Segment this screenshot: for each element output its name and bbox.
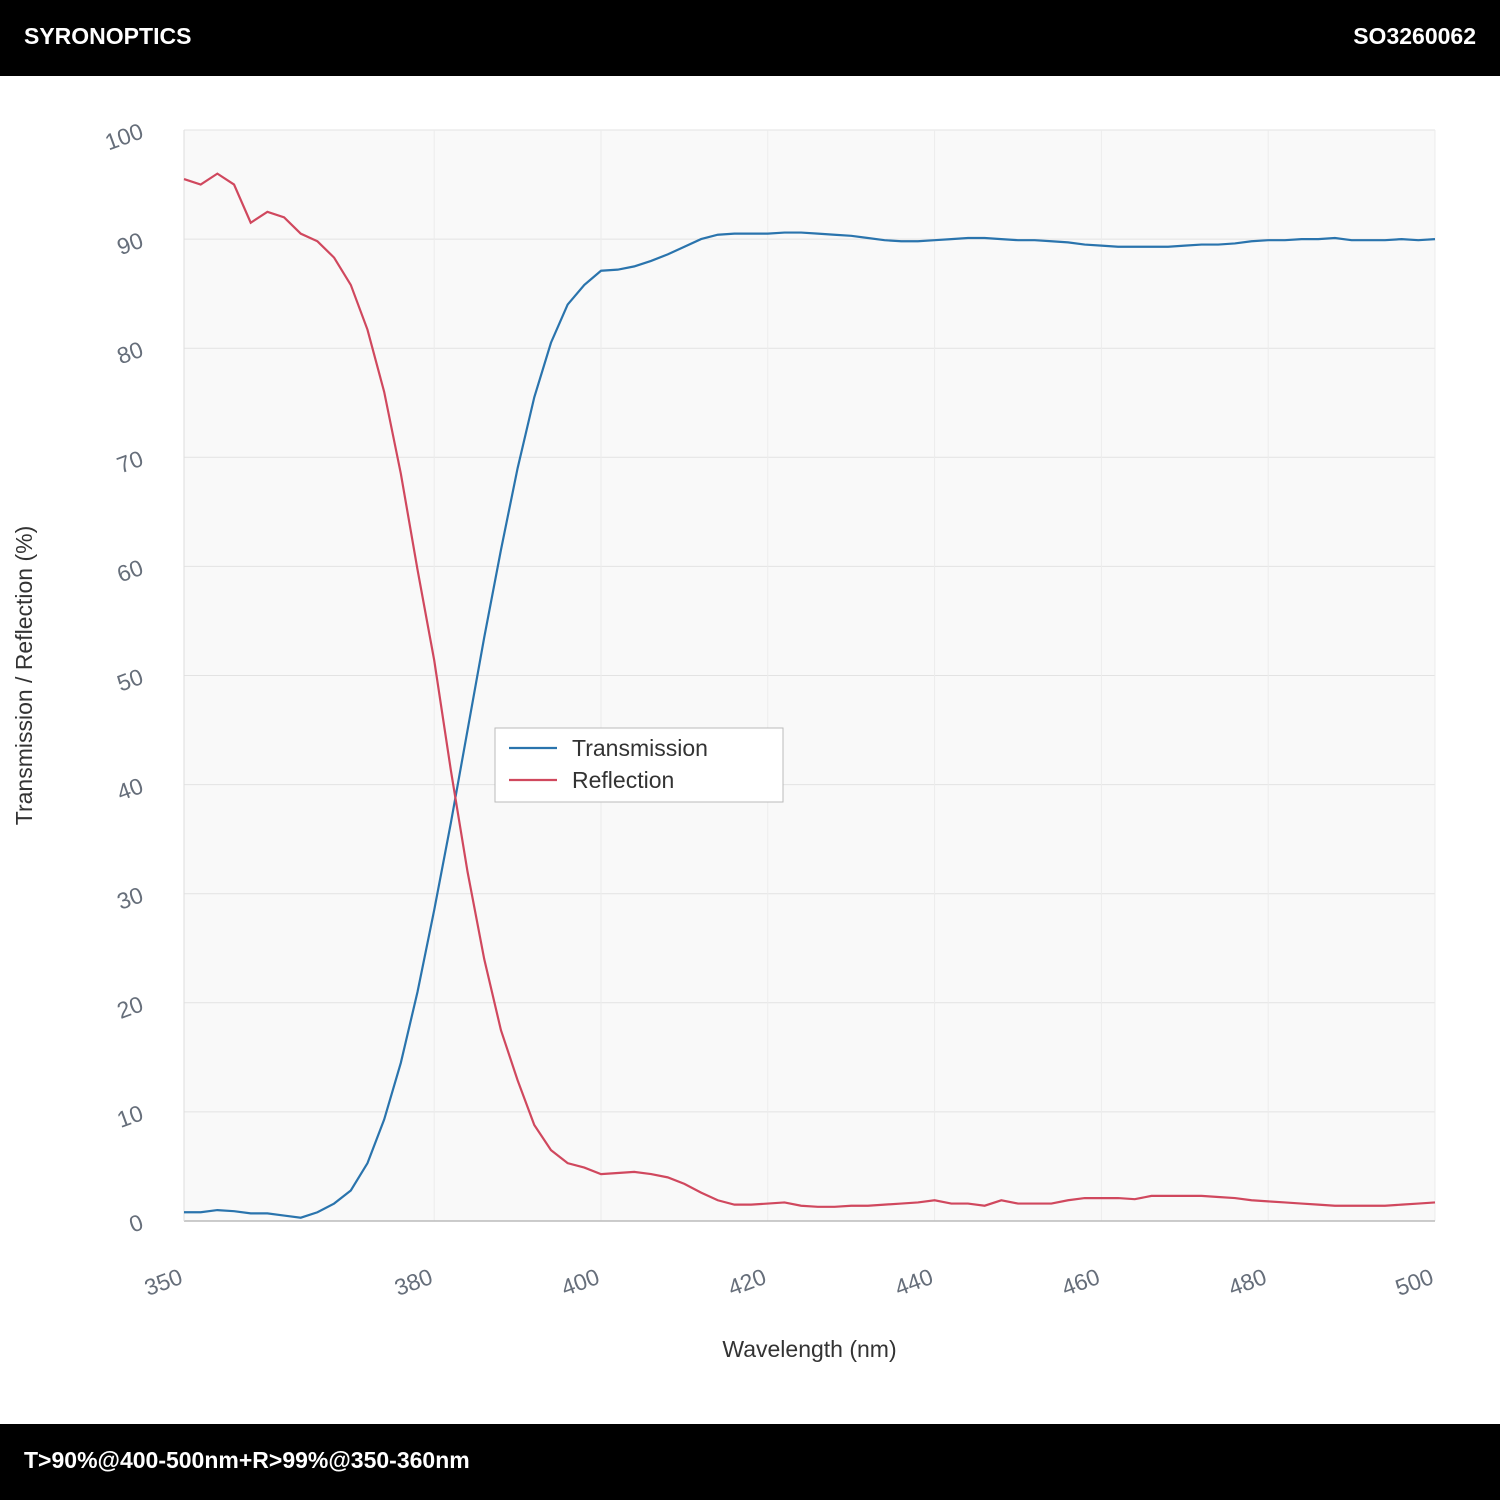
legend-label: Reflection [572,767,674,793]
chart: 0 10 20 30 40 50 60 70 80 90 100 350 380 400 420 440 460… [11,118,1437,1362]
y-tick-label: 50 [114,663,147,696]
legend-box [494,727,784,803]
spec: T>90%@400-500nm+R>99%@350-360nm [24,1447,470,1473]
y-tick-label: 20 [114,991,147,1024]
x-tick-label: 480 [1225,1263,1270,1301]
x-tick-label: 400 [558,1263,603,1301]
x-tick-label: 420 [725,1263,770,1301]
series-line [184,231,1436,1219]
y-tick-label: 40 [114,772,147,805]
code: SO3260062 [1353,23,1476,49]
x-tick-label: 380 [391,1263,436,1301]
x-tick-label: 500 [1392,1263,1437,1301]
footer: T>90%@400-500nm+R>99%@350-360nm [0,1424,1500,1500]
y-tick-label: 10 [114,1100,147,1133]
series-line [183,172,1436,1208]
legend: Transmission Reflection [494,727,784,803]
header: SYRONOPTICS SO3260062 [0,0,1500,76]
y-axis-label: Transmission / Reflection (%) [11,526,37,826]
legend-label: Transmission [572,735,708,761]
y-tick-label: 90 [114,227,147,260]
y-tick-label: 30 [114,881,147,914]
x-tick-label: 440 [891,1263,936,1301]
y-tick-label: 60 [114,554,147,587]
y-tick-label: 100 [101,118,146,156]
x-tick-label: 460 [1058,1263,1103,1301]
x-axis-label: Wavelength (nm) [722,1336,896,1362]
y-tick-label: 70 [114,445,147,478]
x-tick-label: 350 [141,1263,186,1301]
brand: SYRONOPTICS [24,23,192,49]
y-tick-label: 80 [114,336,147,369]
y-tick-label: 0 [126,1209,147,1238]
